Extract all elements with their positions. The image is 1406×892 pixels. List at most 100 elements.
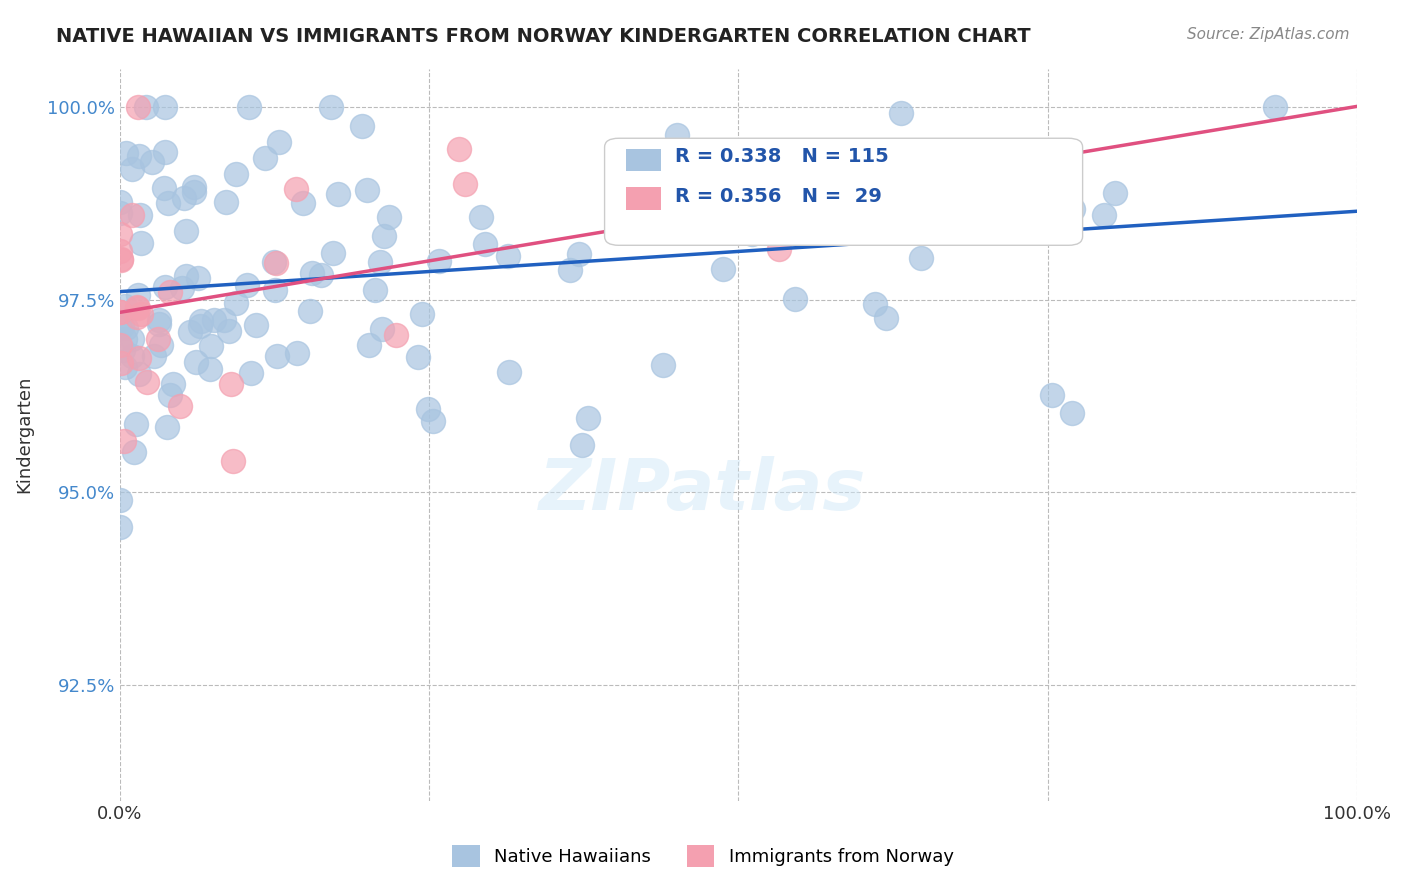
Point: [110, 252, 132, 267]
Point: [190, 314, 212, 328]
Point: [121, 208, 143, 222]
Point: [245, 318, 267, 332]
Point: [264, 256, 287, 270]
Point: [880, 152, 903, 166]
Point: [110, 520, 132, 534]
Point: [910, 251, 932, 265]
Point: [875, 310, 897, 325]
Point: [186, 354, 208, 368]
Point: [236, 278, 259, 293]
Point: [127, 301, 149, 316]
Point: [371, 322, 394, 336]
Point: [212, 313, 235, 327]
Point: [115, 321, 138, 335]
Point: [225, 295, 247, 310]
Point: [108, 205, 131, 219]
Point: [128, 367, 150, 381]
Point: [114, 332, 136, 346]
Point: [1104, 186, 1126, 201]
Legend: Native Hawaiians, Immigrants from Norway: Native Hawaiians, Immigrants from Norway: [446, 838, 960, 874]
Point: [204, 313, 226, 327]
Point: [114, 145, 136, 160]
Point: [183, 179, 205, 194]
Point: [108, 195, 131, 210]
Point: [131, 236, 153, 251]
Point: [108, 244, 131, 259]
Point: [159, 285, 181, 299]
Y-axis label: Kindergarten: Kindergarten: [15, 376, 32, 493]
Point: [373, 229, 395, 244]
Point: [470, 211, 492, 225]
Point: [651, 358, 673, 372]
Point: [135, 376, 157, 390]
Point: [215, 195, 238, 210]
Point: [148, 318, 170, 332]
Text: R = 0.338   N = 115: R = 0.338 N = 115: [675, 146, 889, 166]
Point: [218, 324, 240, 338]
Point: [422, 414, 444, 428]
Point: [779, 189, 801, 203]
Point: [676, 153, 699, 167]
Point: [174, 268, 197, 283]
Point: [200, 339, 222, 353]
Point: [285, 182, 308, 196]
Point: [110, 356, 132, 370]
Point: [153, 145, 176, 159]
Point: [385, 328, 408, 343]
Point: [285, 345, 308, 359]
Point: [162, 377, 184, 392]
Point: [142, 349, 165, 363]
Point: [1040, 388, 1063, 402]
Text: NATIVE HAWAIIAN VS IMMIGRANTS FROM NORWAY KINDERGARTEN CORRELATION CHART: NATIVE HAWAIIAN VS IMMIGRANTS FROM NORWA…: [56, 27, 1031, 45]
Point: [558, 262, 581, 277]
Point: [169, 399, 191, 413]
Point: [128, 351, 150, 366]
Point: [370, 255, 392, 269]
Point: [356, 183, 378, 197]
Point: [309, 268, 332, 282]
Point: [155, 279, 177, 293]
Point: [125, 310, 148, 324]
Point: [724, 201, 747, 215]
Point: [112, 343, 135, 357]
Point: [122, 445, 145, 459]
Point: [179, 326, 201, 340]
Point: [498, 365, 520, 379]
Point: [1060, 405, 1083, 419]
Point: [198, 362, 221, 376]
Point: [298, 304, 321, 318]
Point: [406, 350, 429, 364]
Point: [155, 100, 177, 114]
Point: [447, 142, 470, 156]
Point: [129, 307, 152, 321]
Point: [121, 332, 143, 346]
Point: [1264, 100, 1286, 114]
Point: [183, 186, 205, 200]
Text: ZIPatlas: ZIPatlas: [540, 456, 866, 525]
Point: [657, 161, 679, 175]
Point: [568, 247, 591, 261]
Point: [322, 246, 344, 260]
Point: [254, 151, 277, 165]
Point: [150, 338, 173, 352]
Point: [266, 349, 288, 363]
Point: [146, 332, 169, 346]
Point: [153, 180, 176, 194]
Point: [378, 210, 401, 224]
Point: [238, 100, 260, 114]
Point: [319, 100, 342, 114]
Point: [328, 186, 350, 201]
Point: [239, 367, 262, 381]
Point: [108, 227, 131, 241]
Text: Source: ZipAtlas.com: Source: ZipAtlas.com: [1187, 27, 1350, 42]
Point: [474, 236, 496, 251]
Point: [665, 128, 688, 143]
Point: [110, 252, 132, 267]
Point: [156, 420, 179, 434]
Point: [785, 292, 807, 306]
Point: [127, 300, 149, 314]
Point: [173, 191, 195, 205]
Point: [188, 318, 211, 333]
Point: [128, 149, 150, 163]
Point: [357, 338, 380, 352]
